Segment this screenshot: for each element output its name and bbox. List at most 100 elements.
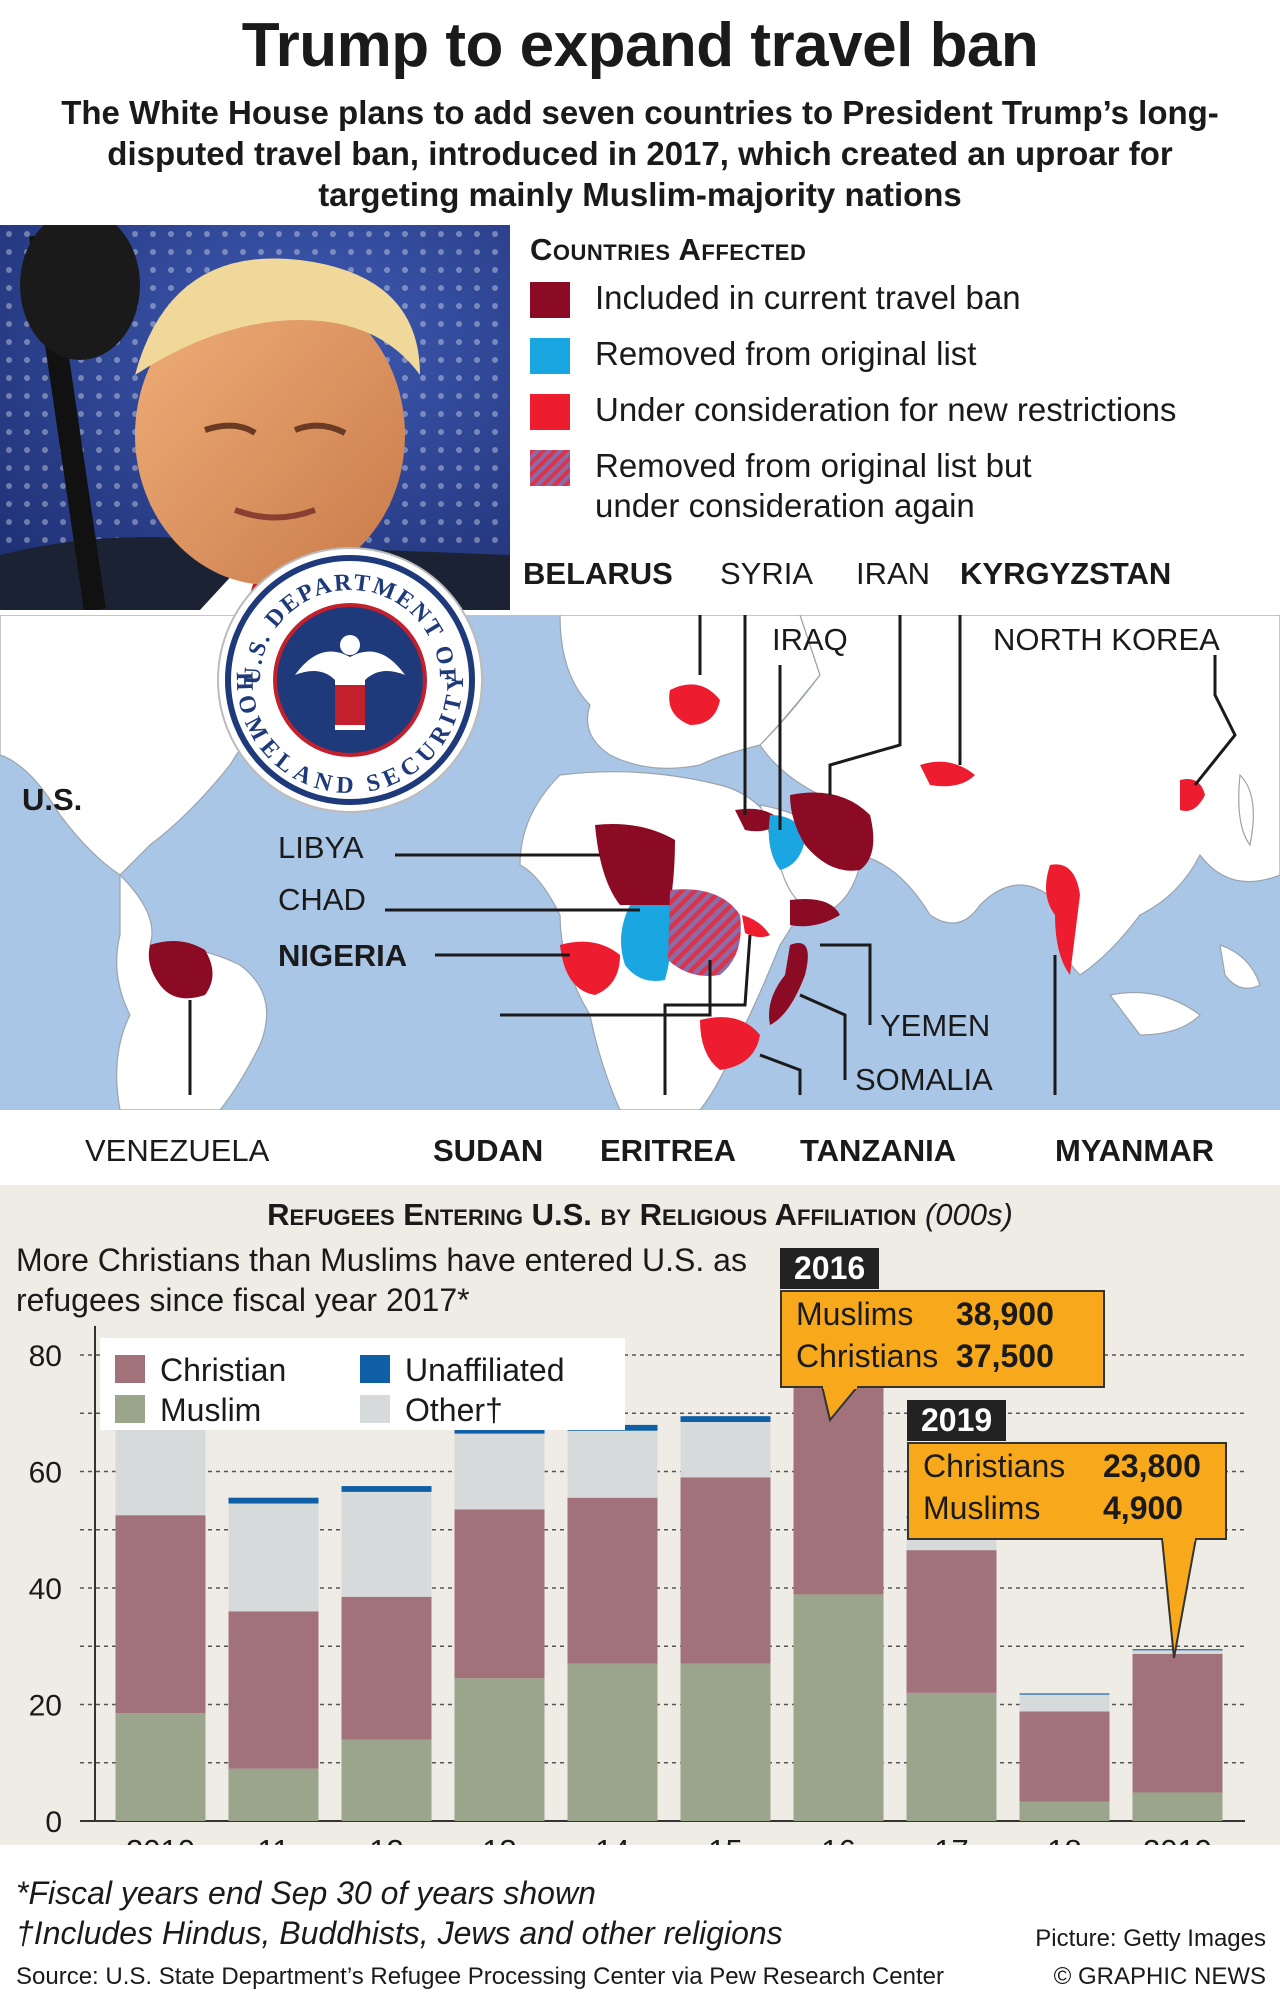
bar-segment-other <box>115 1413 206 1516</box>
bar-segment-muslim <box>228 1768 319 1821</box>
bar-segment-other <box>341 1491 432 1597</box>
chart-title-text: Refugees Entering U.S. by Religious Affi… <box>267 1197 917 1232</box>
callout-year: 2019 <box>907 1400 1007 1441</box>
legend-swatch <box>530 338 570 374</box>
x-tick-label: 18 <box>1047 1833 1081 1845</box>
bar-segment-muslim <box>680 1663 771 1821</box>
callout-2019: 2019 Christians 23,800 Muslims 4,900 <box>907 1400 1227 1540</box>
legend-swatch <box>115 1395 145 1423</box>
label-syria: SYRIA <box>720 556 814 591</box>
bar-segment-other <box>1132 1650 1223 1654</box>
bar-segment-unaffiliated <box>341 1486 432 1492</box>
chart-title: Refugees Entering U.S. by Religious Affi… <box>0 1197 1280 1233</box>
y-tick-label: 40 <box>29 1573 62 1606</box>
page-subtitle: The White House plans to add seven count… <box>61 94 1219 213</box>
legend-label: Christian <box>160 1352 286 1388</box>
dhs-seal: U.S. DEPARTMENT OF HOMELAND SECURITY <box>215 545 485 815</box>
callout-row: Christians 37,500 <box>796 1338 1054 1374</box>
callout-2016-pointer <box>820 1386 860 1422</box>
bar-segment-unaffiliated <box>228 1497 319 1504</box>
x-tick-label: 16 <box>821 1833 855 1845</box>
map-label-band <box>0 1110 1280 1185</box>
bar-segment-christian <box>793 1375 884 1595</box>
x-tick-label: 2019 <box>1143 1833 1212 1845</box>
callout-2019-pointer <box>1160 1538 1198 1659</box>
callout-year: 2016 <box>780 1248 880 1289</box>
footnote-fiscal-years: *Fiscal years end Sep 30 of years shown <box>16 1875 596 1911</box>
bar-segment-unaffiliated <box>1132 1649 1223 1651</box>
legend-swatch <box>115 1355 145 1383</box>
footnote-other: †Includes Hindus, Buddhists, Jews and ot… <box>16 1915 783 1951</box>
bar-segment-christian <box>228 1611 319 1769</box>
y-tick-label: 20 <box>29 1690 62 1723</box>
label-iran: IRAN <box>856 556 931 591</box>
chart-unit: (000s) <box>924 1197 1013 1232</box>
legend-swatch <box>530 282 570 318</box>
bar-segment-muslim <box>567 1663 658 1821</box>
bar-segment-christian <box>1132 1653 1223 1793</box>
source-line: Source: U.S. State Department’s Refugee … <box>16 1963 945 1990</box>
label-nigeria: NIGERIA <box>278 938 408 973</box>
label-iraq: IRAQ <box>772 622 848 657</box>
label-libya: LIBYA <box>278 830 364 865</box>
chart-note: More Christians than Muslims have entere… <box>16 1242 747 1318</box>
x-tick-label: 15 <box>708 1833 742 1845</box>
x-tick-label: 14 <box>595 1833 629 1845</box>
label-somalia: SOMALIA <box>855 1062 993 1097</box>
label-tanzania: TANZANIA <box>800 1133 957 1168</box>
chart-legend: Christian Muslim Unaffiliated Other† <box>100 1338 625 1430</box>
legend-label: Unaffiliated <box>405 1352 565 1388</box>
x-tick-label: 11 <box>257 1833 289 1845</box>
bar-segment-christian <box>1019 1711 1110 1802</box>
label-belarus: BELARUS <box>523 556 673 591</box>
x-tick-label: 13 <box>482 1833 516 1845</box>
legend-label: Other† <box>405 1392 503 1428</box>
x-tick-label: 12 <box>369 1833 403 1845</box>
callout-row: Christians 23,800 <box>923 1448 1201 1484</box>
copyright: © GRAPHIC NEWS <box>1053 1963 1266 1990</box>
picture-credit: Picture: Getty Images <box>1035 1925 1266 1952</box>
bar-segment-other <box>1019 1694 1110 1712</box>
bar-segment-christian <box>115 1515 206 1714</box>
y-tick-label: 60 <box>29 1457 62 1490</box>
bar-segment-christian <box>680 1477 771 1664</box>
bar-segment-christian <box>567 1497 658 1664</box>
label-yemen: YEMEN <box>880 1008 991 1043</box>
bar-segment-muslim <box>793 1594 884 1821</box>
label-sudan: SUDAN <box>433 1133 544 1168</box>
bar-segment-muslim <box>906 1692 997 1821</box>
label-chad: CHAD <box>278 882 366 917</box>
legend-swatch-hatched <box>530 450 570 486</box>
world-map <box>0 614 1280 1111</box>
y-tick-label: 80 <box>29 1340 62 1373</box>
bar-segment-other <box>454 1433 545 1510</box>
legend-swatch <box>360 1355 390 1383</box>
callout-row: Muslims 4,900 <box>923 1490 1184 1526</box>
callout-2016: 2016 Muslims 38,900 Christians 37,500 <box>780 1248 1105 1388</box>
y-tick-label: 0 <box>45 1806 62 1839</box>
x-tick-label: 2010 <box>126 1833 195 1845</box>
callout-row: Muslims 38,900 <box>796 1296 1054 1332</box>
label-us: U.S. <box>22 782 83 817</box>
bar-segment-christian <box>906 1550 997 1693</box>
page-title: Trump to expand travel ban <box>241 11 1039 80</box>
legend-swatch <box>360 1395 390 1423</box>
label-eritrea: ERITREA <box>600 1133 737 1168</box>
bar-segment-muslim <box>1132 1792 1223 1821</box>
bar-segment-christian <box>454 1509 545 1679</box>
label-myanmar: MYANMAR <box>1055 1133 1215 1168</box>
bar-segment-other <box>567 1430 658 1498</box>
bar-segment-muslim <box>1019 1801 1110 1821</box>
legend-title: Countries Affected <box>530 232 807 267</box>
label-venezuela: VENEZUELA <box>85 1133 270 1168</box>
legend-swatch <box>530 394 570 430</box>
label-north-korea: NORTH KOREA <box>993 622 1220 657</box>
bar-segment-unaffiliated <box>1019 1693 1110 1695</box>
country-shapes <box>148 684 1205 1070</box>
bar-segment-other <box>228 1503 319 1612</box>
x-tick-label: 17 <box>934 1833 968 1845</box>
legend-label: Muslim <box>160 1392 261 1428</box>
bar-segment-other <box>680 1421 771 1478</box>
bar-segment-unaffiliated <box>680 1416 771 1422</box>
portrait-photo <box>0 225 510 610</box>
